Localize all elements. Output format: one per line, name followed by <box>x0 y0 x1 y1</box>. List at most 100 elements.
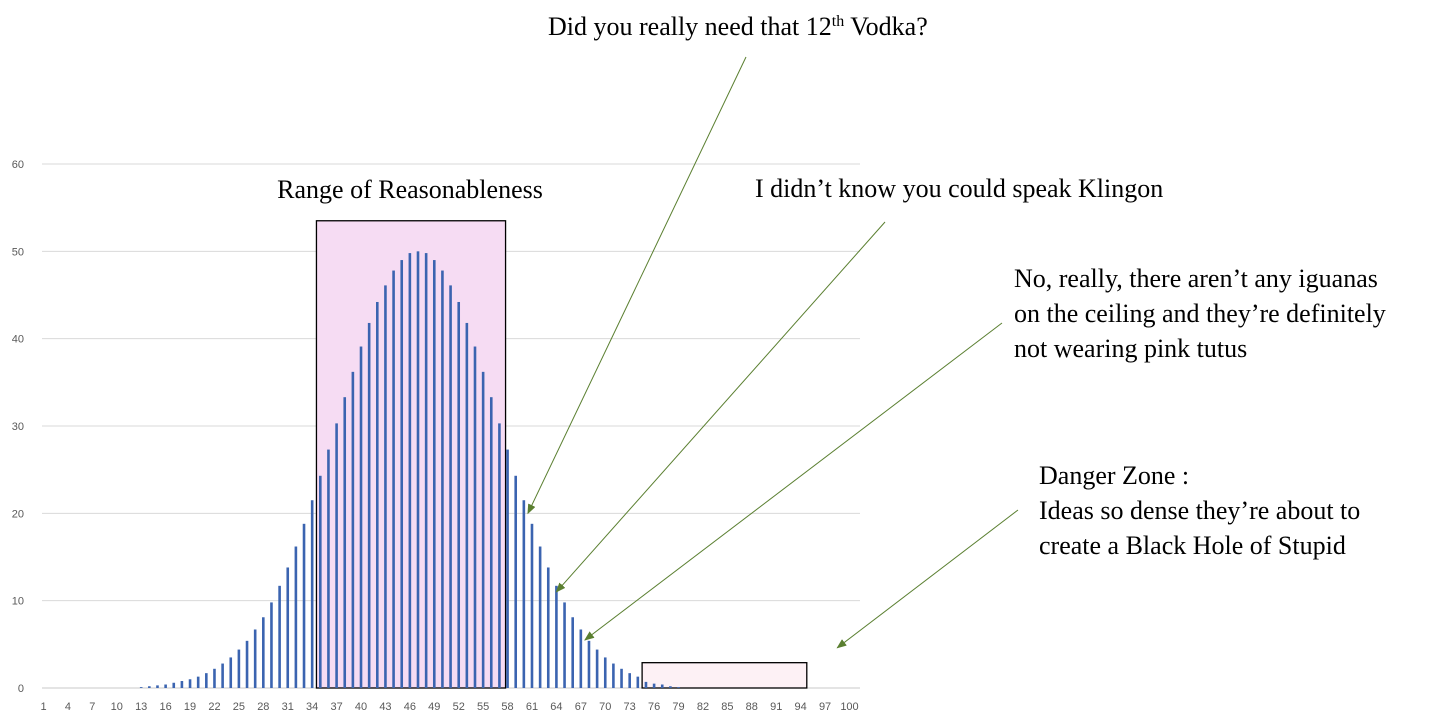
bar <box>677 687 680 688</box>
y-tick-label: 60 <box>12 159 24 171</box>
annotation-klingon: I didn’t know you could speak Klingon <box>755 174 1163 203</box>
y-axis-tick-labels: 0 10 20 30 40 50 60 <box>12 159 24 695</box>
bar <box>180 681 184 688</box>
annotation-iguanas: No, really, there aren’t any iguanas on … <box>1014 264 1392 363</box>
x-tick-label: 97 <box>819 701 831 713</box>
x-tick-label: 37 <box>330 701 342 713</box>
bar <box>375 301 379 688</box>
annotation-arrow <box>527 56 747 515</box>
danger-zone-box <box>641 662 808 689</box>
x-tick-label: 100 <box>840 701 858 713</box>
bar <box>636 676 640 688</box>
x-tick-label: 58 <box>501 701 513 713</box>
y-tick-label: 0 <box>18 683 24 695</box>
bar <box>253 629 257 688</box>
bar <box>213 668 216 688</box>
x-tick-label: 19 <box>184 701 196 713</box>
x-tick-label: 73 <box>624 701 636 713</box>
x-tick-label: 1 <box>40 701 46 713</box>
bar <box>205 673 208 688</box>
bar <box>465 322 469 688</box>
bar <box>506 449 509 688</box>
annotation-arrows <box>527 56 1019 649</box>
annotation-danger-line-1: Danger Zone : <box>1039 461 1189 490</box>
bar <box>310 500 314 688</box>
annotation-arrow <box>836 509 1019 649</box>
bar <box>384 285 387 688</box>
bar <box>351 371 355 688</box>
annotation-vodka-end: Vodka? <box>844 12 928 41</box>
x-tick-label: 28 <box>257 701 269 713</box>
bar <box>416 251 420 689</box>
annotation-iguanas-line-2: on the ceiling and they’re definitely <box>1014 299 1386 328</box>
bar <box>270 602 273 688</box>
y-tick-label: 40 <box>12 334 24 346</box>
x-tick-label: 64 <box>550 701 562 713</box>
bar <box>367 322 371 688</box>
bar <box>400 260 404 688</box>
x-tick-label: 25 <box>233 701 245 713</box>
x-tick-label: 46 <box>404 701 416 713</box>
bar <box>172 682 176 688</box>
bar <box>286 567 290 688</box>
x-tick-label: 31 <box>282 701 294 713</box>
bar <box>229 657 233 688</box>
bar <box>319 475 322 688</box>
bar <box>294 546 298 688</box>
x-tick-label: 94 <box>795 701 807 713</box>
bar <box>302 523 306 688</box>
bar <box>530 523 534 688</box>
x-tick-label: 34 <box>306 701 318 713</box>
highlight-regions <box>315 220 808 689</box>
annotation-danger-line-2: Ideas so dense they’re about to <box>1039 496 1360 525</box>
annotation-arrow <box>584 322 1003 641</box>
bar <box>669 686 672 688</box>
bar <box>603 657 607 688</box>
bar <box>514 475 518 688</box>
bar <box>473 346 477 688</box>
bar <box>164 684 167 688</box>
y-tick-label: 10 <box>12 596 24 608</box>
annotation-danger-line-3: create a Black Hole of Stupid <box>1039 531 1346 560</box>
y-tick-label: 50 <box>12 246 24 258</box>
bar <box>196 676 200 688</box>
x-tick-label: 49 <box>428 701 440 713</box>
x-axis-tick-labels: 1 4 7 10 13 16 19 22 25 28 31 34 37 40 43 46 49 52 55 58 61 6… <box>40 701 858 713</box>
x-tick-label: 67 <box>575 701 587 713</box>
annotation-arrow <box>555 221 886 593</box>
bar <box>343 397 347 688</box>
x-tick-label: 52 <box>453 701 465 713</box>
bar <box>644 681 648 688</box>
bar <box>628 673 631 688</box>
bar <box>221 663 224 688</box>
range-of-reasonableness-label: Range of Reasonableness <box>277 175 543 204</box>
bar <box>481 371 485 688</box>
annotation-vodka: Did you really need that 12th Vodka? <box>548 12 928 41</box>
bar <box>188 679 192 688</box>
x-tick-label: 85 <box>721 701 733 713</box>
x-tick-label: 4 <box>65 701 71 713</box>
bar <box>327 449 330 688</box>
bar <box>652 683 656 688</box>
bar <box>432 260 436 688</box>
bar <box>555 585 558 688</box>
bar <box>522 500 526 688</box>
bar <box>449 285 452 688</box>
bar <box>424 253 428 688</box>
x-tick-label: 22 <box>208 701 220 713</box>
x-tick-label: 55 <box>477 701 489 713</box>
bar <box>595 649 599 688</box>
x-tick-label: 16 <box>159 701 171 713</box>
y-tick-label: 20 <box>12 508 24 520</box>
x-tick-label: 82 <box>697 701 709 713</box>
x-tick-label: 7 <box>89 701 95 713</box>
x-tick-label: 76 <box>648 701 660 713</box>
bar <box>457 301 461 688</box>
x-tick-label: 10 <box>111 701 123 713</box>
bar <box>546 567 550 688</box>
bars <box>139 251 680 689</box>
bar <box>612 663 615 688</box>
bar <box>408 253 412 688</box>
bar <box>148 686 151 688</box>
